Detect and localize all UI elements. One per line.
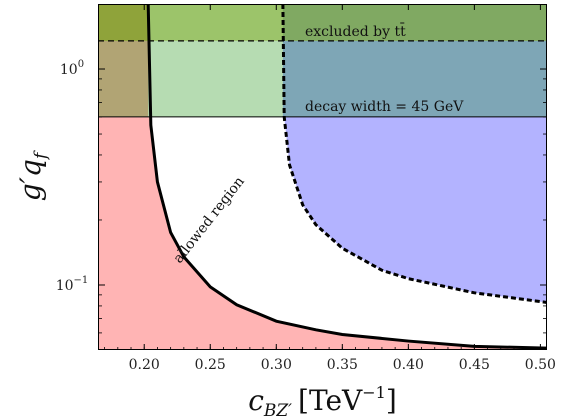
- y-axis-title-main: g′q: [14, 159, 47, 201]
- x-axis-title: cBZ′ [TeV−1]: [248, 383, 397, 418]
- annotation-decay-width: decay width = 45 GeV: [305, 99, 464, 115]
- y-tick-label-base: 10: [60, 62, 78, 78]
- y-tick-label: 10−1: [56, 275, 89, 294]
- y-axis-title-sub: f: [31, 150, 51, 161]
- overlap-blue-ttbar: [282, 4, 547, 41]
- overlap-red-ttbar: [98, 4, 149, 41]
- y-tick-label-base: 10: [56, 278, 74, 294]
- x-tick-label: 0.50: [525, 357, 556, 373]
- annotation-ttbar: excluded by tt̄: [305, 22, 406, 40]
- annotation-allowed-region: allowed region: [170, 174, 247, 267]
- x-axis-title-var: c: [248, 384, 264, 417]
- x-tick-label: 0.40: [393, 357, 424, 373]
- solid-boundary-curve: [146, 4, 547, 350]
- x-axis-title-exp: −1: [362, 383, 386, 402]
- chart-curves: [98, 4, 547, 350]
- x-tick-label: 0.45: [459, 357, 490, 373]
- plot-frame: [98, 4, 547, 350]
- x-axis-title-sub: BZ′: [263, 401, 292, 418]
- x-tick-label: 0.25: [195, 357, 226, 373]
- overlap-red-width: [98, 40, 149, 117]
- y-tick-label-exp: −1: [74, 275, 89, 286]
- x-axis-title-unit: [TeV: [298, 384, 363, 417]
- x-tick-label: 0.20: [129, 357, 160, 373]
- overlap-blue-width: [282, 40, 547, 117]
- x-tick-label: 0.30: [261, 357, 292, 373]
- x-tick-label: 0.35: [327, 357, 358, 373]
- y-tick-label: 100: [60, 59, 84, 78]
- chart-regions: [98, 4, 547, 350]
- dashed-boundary-curve: [281, 4, 547, 304]
- x-axis-ticks: 0.20 0.25 0.30 0.35 0.40 0.45 0.50: [104, 4, 556, 373]
- x-axis-title-close: ]: [386, 384, 397, 417]
- y-tick-label-exp: 0: [78, 59, 84, 70]
- y-axis-title: g′qf: [14, 150, 51, 201]
